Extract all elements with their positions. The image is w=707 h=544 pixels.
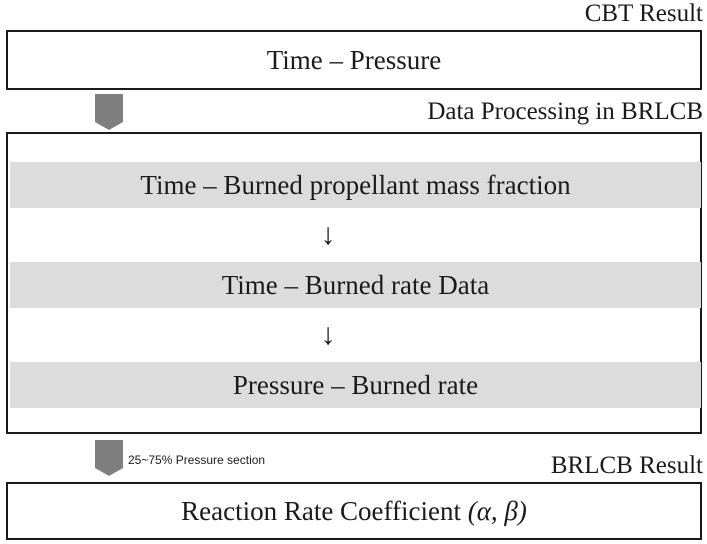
pressure-section-note: 25~75% Pressure section xyxy=(128,453,266,467)
step-pressure-burned-rate: Pressure – Burned rate xyxy=(10,362,701,408)
block-arrow-down-icon xyxy=(95,94,123,130)
reaction-rate-box: Reaction Rate Coefficient (α, β) xyxy=(6,482,702,540)
step-burned-rate-data: Time – Burned rate Data xyxy=(10,262,701,308)
step-label: Time – Burned propellant mass fraction xyxy=(140,169,571,200)
time-pressure-text: Time – Pressure xyxy=(266,44,442,75)
data-processing-container xyxy=(6,132,702,434)
step-label: Time – Burned rate Data xyxy=(221,269,490,300)
step-label: Pressure – Burned rate xyxy=(232,369,479,400)
step-burned-mass-fraction: Time – Burned propellant mass fraction xyxy=(10,162,701,208)
reaction-rate-text: Reaction Rate Coefficient xyxy=(181,495,468,526)
flow-arrow-down-icon: ↓ xyxy=(320,218,336,251)
cbt-result-label: CBT Result xyxy=(584,0,703,27)
flow-arrow-down-icon: ↓ xyxy=(320,318,336,351)
brlcb-result-label: BRLCB Result xyxy=(550,452,703,479)
reaction-rate-params: (α, β) xyxy=(467,495,527,526)
data-processing-label: Data Processing in BRLCB xyxy=(427,98,703,125)
block-arrow-down-icon xyxy=(95,440,123,476)
time-pressure-box: Time – Pressure xyxy=(6,30,702,90)
